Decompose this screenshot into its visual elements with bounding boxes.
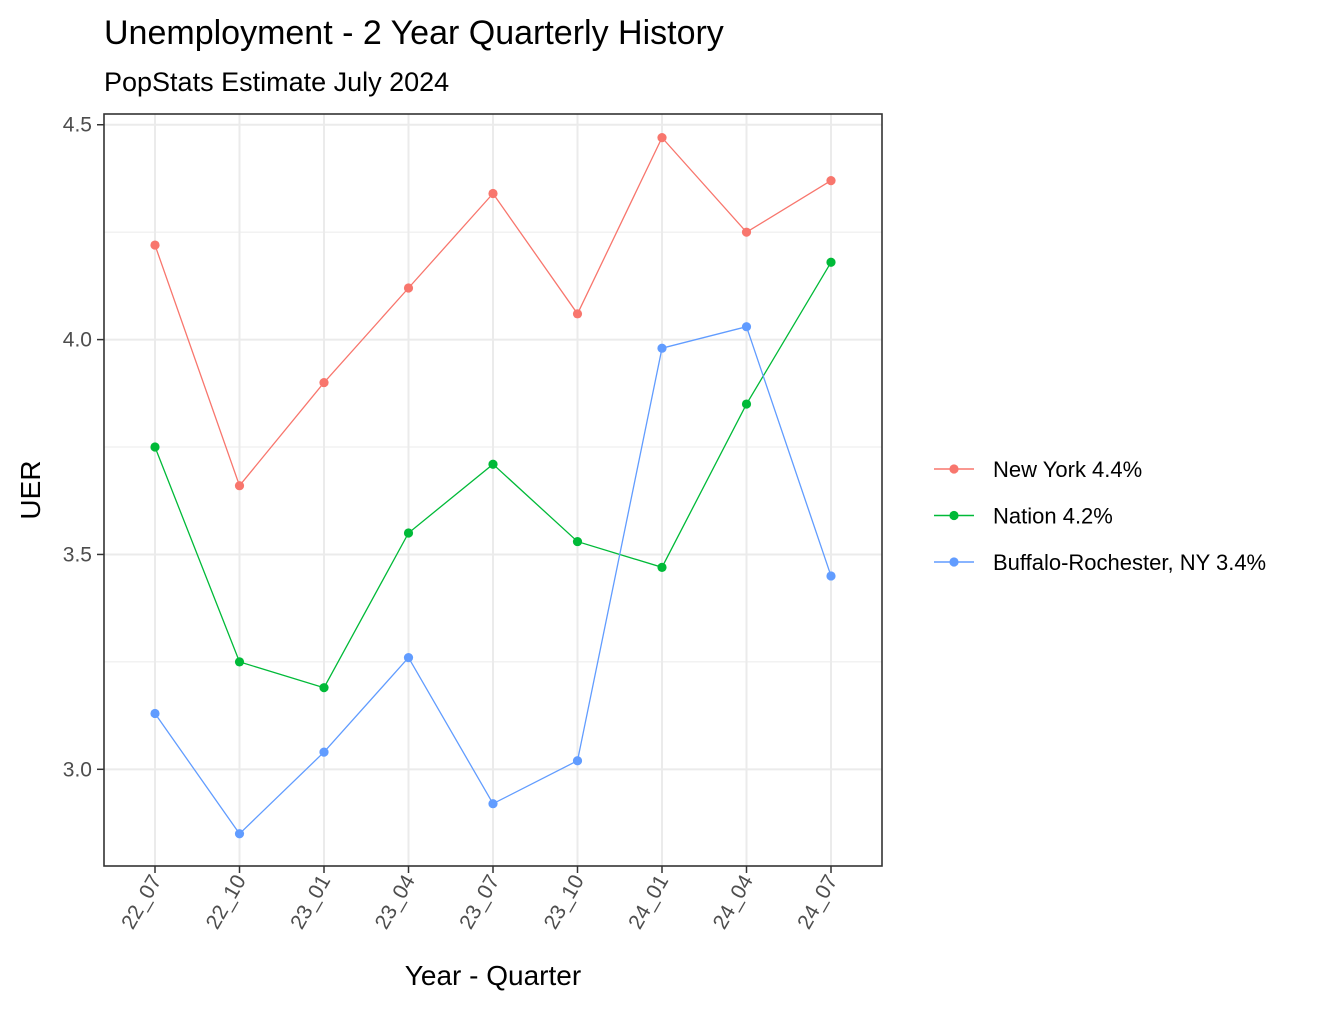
- data-point-new-york-4-4: [150, 240, 160, 250]
- x-tick-label: 24_07: [793, 871, 842, 933]
- data-point-buffalo-rochester-ny-3-4: [488, 799, 498, 809]
- data-point-buffalo-rochester-ny-3-4: [741, 322, 752, 332]
- x-tick-label: 22_07: [117, 871, 166, 933]
- data-point-buffalo-rochester-ny-3-4: [234, 829, 245, 839]
- data-point-new-york-4-4: [234, 481, 245, 491]
- x-axis-title: Year - Quarter: [405, 960, 581, 991]
- grid-lines: [104, 114, 882, 866]
- y-tick-label: 4.5: [63, 114, 92, 137]
- data-point-buffalo-rochester-ny-3-4: [150, 708, 160, 719]
- data-point-nation-4-2: [572, 536, 583, 547]
- data-point-new-york-4-4: [741, 227, 752, 237]
- legend-label: Nation 4.2%: [993, 504, 1113, 529]
- data-point-buffalo-rochester-ny-3-4: [826, 571, 836, 581]
- y-tick-label: 4.0: [63, 329, 92, 352]
- x-tick-label: 24_04: [709, 871, 758, 933]
- x-tick-label: 23_07: [455, 871, 504, 933]
- series-lines: [150, 133, 836, 839]
- data-point-nation-4-2: [234, 657, 245, 667]
- x-tick-label: 23_10: [540, 871, 589, 933]
- data-point-nation-4-2: [741, 399, 752, 409]
- data-point-new-york-4-4: [572, 309, 583, 319]
- y-tick-label: 3.0: [63, 758, 92, 781]
- y-tick-label: 3.5: [63, 543, 92, 566]
- data-point-new-york-4-4: [488, 188, 498, 199]
- x-tick-label: 23_01: [286, 871, 335, 933]
- legend-label: Buffalo-Rochester, NY 3.4%: [993, 550, 1266, 575]
- data-point-nation-4-2: [319, 683, 329, 693]
- data-point-nation-4-2: [403, 528, 414, 538]
- legend-key-point: [949, 557, 959, 567]
- data-point-new-york-4-4: [826, 176, 836, 186]
- x-tick-label: 24_01: [624, 871, 673, 933]
- legend: New York 4.4% Nation 4.2% Buffalo-Rocheste…: [934, 457, 1266, 575]
- data-point-nation-4-2: [826, 257, 836, 267]
- data-point-nation-4-2: [150, 442, 160, 452]
- data-point-nation-4-2: [488, 459, 498, 469]
- y-axis-title: UER: [15, 460, 46, 519]
- chart-subtitle: PopStats Estimate July 2024: [104, 67, 449, 97]
- x-tick-label: 22_10: [202, 871, 251, 933]
- data-point-buffalo-rochester-ny-3-4: [319, 747, 329, 757]
- data-point-buffalo-rochester-ny-3-4: [657, 343, 667, 353]
- data-point-new-york-4-4: [657, 133, 667, 143]
- chart-title: Unemployment - 2 Year Quarterly History: [104, 14, 724, 52]
- legend-key-point: [949, 464, 959, 474]
- data-point-new-york-4-4: [319, 377, 329, 388]
- data-point-new-york-4-4: [403, 283, 414, 293]
- legend-key-point: [949, 510, 959, 521]
- x-tick-label: 23_04: [371, 871, 420, 933]
- data-point-buffalo-rochester-ny-3-4: [403, 652, 414, 663]
- data-point-buffalo-rochester-ny-3-4: [572, 756, 583, 766]
- legend-label: New York 4.4%: [993, 457, 1142, 482]
- data-point-nation-4-2: [657, 562, 667, 572]
